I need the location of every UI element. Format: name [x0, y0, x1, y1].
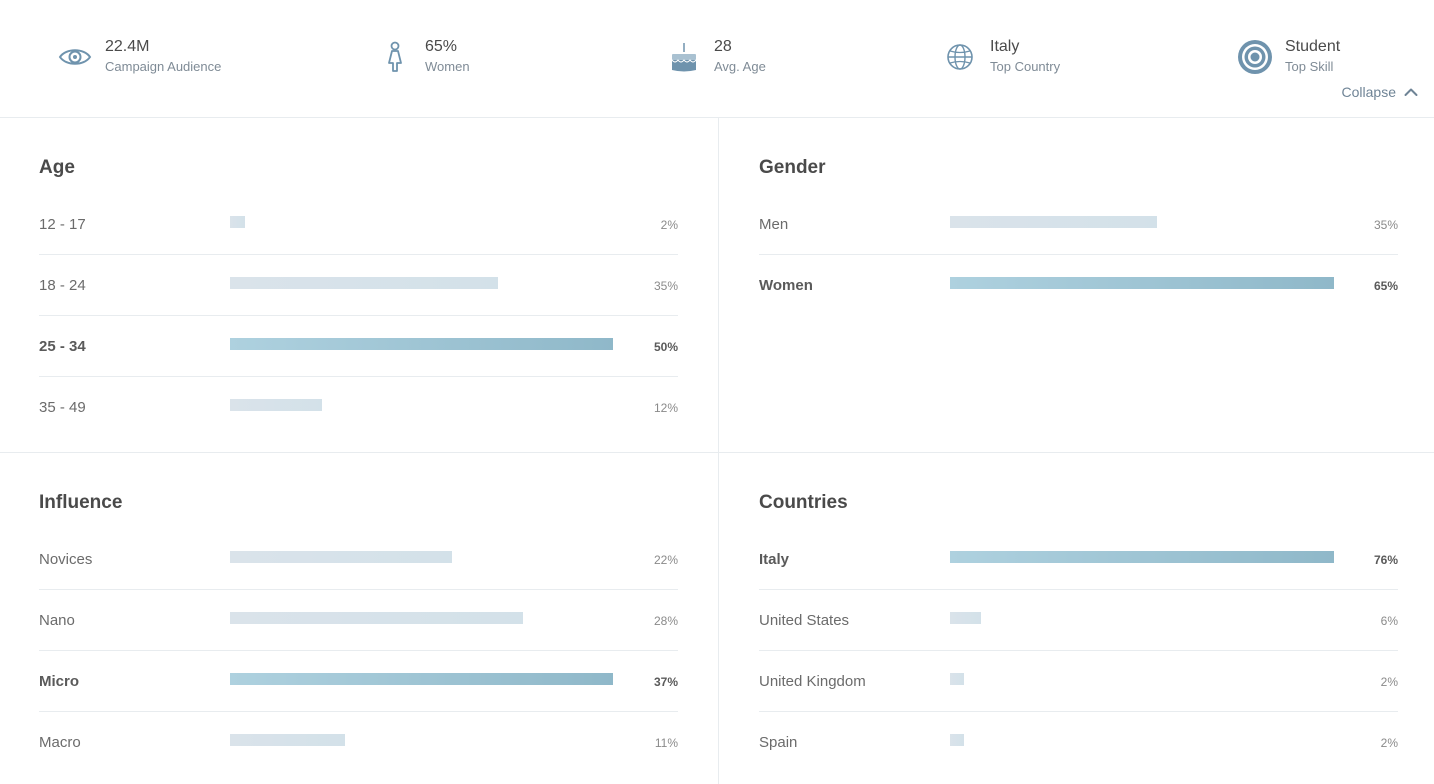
- chevron-up-icon: [1404, 88, 1418, 96]
- bar-row-percent: 2%: [1380, 675, 1398, 689]
- bar-row-percent: 37%: [653, 675, 678, 689]
- bar-row-label: 25 - 34: [39, 338, 86, 355]
- stat-value: Italy: [990, 38, 1020, 55]
- bar-row: Spain 2%: [759, 712, 1398, 773]
- panel-title: Gender: [759, 157, 826, 178]
- bar-row-label: Men: [759, 216, 789, 233]
- panel-title: Influence: [39, 492, 123, 513]
- bar-row: 12 - 17 2%: [39, 194, 678, 255]
- bar-track: [230, 673, 613, 685]
- bar-fill: [230, 338, 613, 350]
- bar-fill: [230, 673, 613, 685]
- bar-row-percent: 65%: [1373, 279, 1398, 293]
- collapse-button[interactable]: Collapse: [1342, 84, 1418, 100]
- bar-row: Micro 37%: [39, 651, 678, 712]
- bar-row-label: 18 - 24: [39, 277, 86, 294]
- bar-fill: [950, 216, 1157, 228]
- bar-row-percent: 28%: [653, 614, 678, 628]
- stat-value: Student: [1285, 38, 1341, 55]
- bar-row: Italy 76%: [759, 529, 1398, 590]
- bar-fill: [230, 734, 345, 746]
- bar-row-label: Women: [759, 277, 813, 294]
- bar-track: [950, 551, 1334, 563]
- bar-fill: [230, 551, 452, 563]
- bar-row: 35 - 49 12%: [39, 377, 678, 438]
- bar-row-label: United Kingdom: [759, 673, 866, 690]
- bar-row-percent: 6%: [1380, 614, 1398, 628]
- gender-rows: Men 35% Women 65%: [759, 194, 1398, 316]
- panel-divider-horizontal: [0, 452, 1434, 453]
- bar-fill: [950, 277, 1334, 289]
- bar-track: [230, 216, 613, 228]
- stat-label: Top Country: [990, 59, 1061, 74]
- bar-row-percent: 11%: [654, 736, 678, 750]
- bar-row-percent: 50%: [653, 340, 678, 354]
- panel-title: Age: [39, 157, 75, 178]
- bar-row-percent: 35%: [653, 279, 678, 293]
- bar-row: Women 65%: [759, 255, 1398, 316]
- bar-row-label: Nano: [39, 612, 75, 629]
- panel-divider-vertical: [718, 118, 719, 784]
- bar-fill: [230, 216, 245, 228]
- panel-title: Countries: [759, 492, 848, 513]
- bar-track: [230, 551, 613, 563]
- stat-value: 28: [714, 38, 732, 55]
- woman-icon: [375, 36, 415, 78]
- bar-track: [950, 734, 1334, 746]
- bar-row: 18 - 24 35%: [39, 255, 678, 316]
- bar-row: United Kingdom 2%: [759, 651, 1398, 712]
- globe-icon: [940, 36, 980, 78]
- bar-row: Novices 22%: [39, 529, 678, 590]
- bar-row-label: Italy: [759, 551, 790, 568]
- bar-track: [950, 277, 1334, 289]
- bar-fill: [230, 612, 523, 624]
- birthday-cake-icon: [664, 36, 704, 78]
- bar-track: [950, 673, 1334, 685]
- bar-row-label: Macro: [39, 734, 81, 751]
- bar-track: [950, 216, 1334, 228]
- bar-row-percent: 35%: [1373, 218, 1398, 232]
- bar-track: [230, 277, 613, 289]
- bar-row: Men 35%: [759, 194, 1398, 255]
- stat-label: Top Skill: [1285, 59, 1334, 74]
- stat-value: 65%: [425, 38, 458, 55]
- bar-row-label: 12 - 17: [39, 216, 86, 233]
- bar-fill: [950, 673, 964, 685]
- bar-track: [230, 338, 613, 350]
- bar-row-percent: 2%: [1380, 736, 1398, 750]
- stat-label: Women: [425, 59, 470, 74]
- bar-track: [230, 734, 613, 746]
- bar-row-label: Spain: [759, 734, 798, 751]
- bar-track: [950, 612, 1334, 624]
- bar-row-label: United States: [759, 612, 850, 629]
- stat-label: Avg. Age: [714, 59, 766, 74]
- bar-row: Macro 11%: [39, 712, 678, 773]
- eye-icon: [55, 36, 95, 78]
- bar-row-label: Micro: [39, 673, 80, 690]
- countries-rows: Italy 76% United States 6% United Kingdom 2% S…: [759, 529, 1398, 773]
- bar-row-percent: 22%: [653, 553, 678, 567]
- influence-rows: Novices 22% Nano 28% Micro 37% Macro 11%: [39, 529, 678, 773]
- bar-fill: [950, 612, 981, 624]
- bar-fill: [230, 399, 322, 411]
- bar-fill: [230, 277, 498, 289]
- bar-fill: [950, 734, 964, 746]
- bar-track: [230, 399, 613, 411]
- collapse-label: Collapse: [1341, 84, 1396, 100]
- bar-row-percent: 12%: [653, 401, 678, 415]
- bar-row-percent: 2%: [660, 218, 678, 232]
- stat-value: 22.4M: [105, 38, 150, 55]
- age-rows: 12 - 17 2% 18 - 24 35% 25 - 34 50% 35 - 49 12%: [39, 194, 678, 438]
- target-icon: [1235, 36, 1275, 78]
- audience-summary: 22.4M Campaign Audience 65% Women 28 Avg…: [0, 0, 1434, 118]
- bar-row: 25 - 34 50%: [39, 316, 678, 377]
- bar-row-label: Novices: [39, 551, 93, 568]
- bar-row-label: 35 - 49: [39, 399, 86, 416]
- bar-fill: [950, 551, 1334, 563]
- stat-label: Campaign Audience: [105, 59, 222, 74]
- bar-track: [230, 612, 613, 624]
- bar-row-percent: 76%: [1373, 553, 1398, 567]
- bar-row: United States 6%: [759, 590, 1398, 651]
- bar-row: Nano 28%: [39, 590, 678, 651]
